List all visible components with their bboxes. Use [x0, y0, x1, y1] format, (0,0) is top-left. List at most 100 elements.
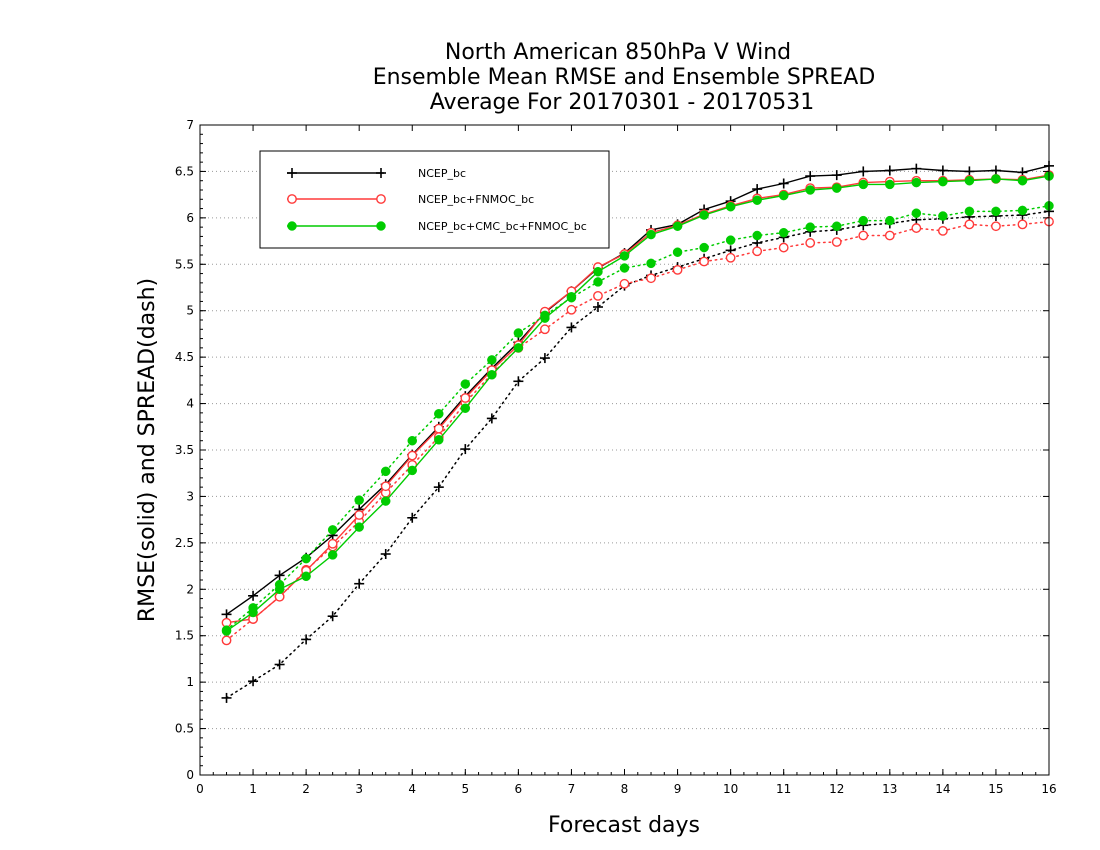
series-3-rmse-point	[805, 185, 815, 195]
series-2-spread-point	[593, 290, 603, 301]
x-tick-label: 12	[829, 782, 844, 796]
series-2-spread-point	[1017, 219, 1028, 230]
series-3-rmse-point	[964, 175, 975, 186]
series-3-rmse-point	[434, 435, 444, 445]
series-2-spread-point	[858, 230, 869, 241]
series-3-rmse-point	[460, 403, 471, 413]
chart-title: North American 850hPa V Wind Ensemble Me…	[373, 40, 876, 115]
series-3-spread-point	[434, 409, 444, 419]
series-1-rmse-point	[778, 178, 789, 189]
legend-marker-end-3	[376, 221, 386, 231]
series-1-spread-point	[301, 634, 312, 645]
series-3-spread-point	[991, 206, 1001, 217]
series-2-spread-point	[991, 221, 1001, 232]
series-3-rmse-point	[778, 190, 789, 201]
series-3-spread-point	[513, 328, 524, 338]
series-3-rmse-point	[487, 370, 497, 380]
series-3-rmse-point	[274, 584, 285, 595]
series-3-spread-point	[938, 211, 948, 221]
x-tick-label: 5	[461, 782, 469, 796]
y-tick-label: 5	[186, 304, 194, 318]
chart-title-line-3: Average For 20170301 - 20170531	[430, 90, 815, 115]
series-3-rmse-point	[752, 195, 762, 205]
series-3-spread-point	[593, 277, 603, 287]
series-1-rmse-point	[248, 590, 259, 601]
series-1-spread-point	[513, 376, 524, 387]
legend-label-3: NCEP_bc+CMC_bc+FNMOC_bc	[418, 220, 587, 233]
series-1-rmse-point	[752, 184, 763, 195]
series-2-rmse-point	[354, 510, 365, 520]
series-3-spread-point	[460, 379, 471, 389]
series-2-spread-point	[911, 223, 922, 233]
y-axis: 0 0.5 1 1.5 2 2.5 3 3.5 4 4.5 5 5.5 6 6.5 7	[175, 118, 1049, 782]
series-1-rmse-point	[990, 165, 1001, 176]
series-3-rmse-point	[354, 522, 364, 532]
series-3-rmse-point	[301, 571, 311, 582]
x-tick-label: 6	[515, 782, 523, 796]
x-tick-label: 1	[249, 782, 257, 796]
series-1-spread-point	[433, 482, 444, 493]
y-tick-label: 2	[186, 582, 194, 596]
series-2-rmse-point	[433, 423, 444, 434]
series-1-rmse-point	[805, 171, 816, 182]
series-2-spread-point	[672, 264, 683, 275]
y-tick-label: 6.5	[175, 164, 194, 178]
series-3-rmse-point	[991, 174, 1001, 184]
x-axis-title: Forecast days	[548, 813, 700, 838]
series-1-rmse-point	[274, 570, 285, 581]
series-1-rmse-point	[911, 163, 922, 174]
x-tick-label: 0	[196, 782, 204, 796]
series-3-spread-point	[885, 215, 895, 226]
series-1-spread-point	[248, 676, 259, 687]
series-2-rmse-point	[327, 538, 338, 549]
y-tick-label: 0	[186, 768, 194, 782]
series-3-spread-point	[672, 247, 683, 257]
series-3-rmse-point	[407, 465, 417, 476]
legend: NCEP_bc NCEP_bc+FNMOC_bc NCEP_bc+CMC_bc+FN…	[259, 150, 610, 249]
y-tick-label: 6	[186, 211, 194, 225]
series-3-spread-point	[354, 495, 364, 505]
legend-marker-end-2	[376, 194, 386, 204]
series-3-rmse-point	[513, 343, 524, 353]
series-3-spread-point	[911, 208, 922, 218]
series-3-rmse-point	[540, 313, 550, 323]
series-1-spread-point	[539, 353, 550, 364]
y-tick-label: 3.5	[175, 443, 194, 457]
series-3-rmse-point	[380, 496, 391, 506]
series-1-spread-line	[225, 210, 1050, 699]
y-tick-label: 0.5	[175, 722, 194, 736]
series-2-rmse-point	[460, 393, 471, 403]
series-3-rmse-point	[858, 179, 869, 190]
series-3-rmse-point	[221, 626, 232, 636]
series-3-rmse-point	[566, 292, 577, 302]
series-2-spread-point	[619, 278, 630, 289]
y-axis-title: RMSE(solid) and SPREAD(dash)	[135, 278, 160, 622]
series-3-spread-point	[699, 242, 709, 253]
x-tick-label: 9	[674, 782, 682, 796]
legend-marker-start-2	[287, 194, 297, 204]
y-tick-label: 7	[186, 118, 194, 132]
series-3-rmse-point	[699, 210, 709, 220]
series-2-spread-point	[884, 230, 895, 241]
series-1-rmse-point	[964, 166, 975, 177]
series-3-spread-point	[858, 215, 869, 226]
series-3-spread-line	[225, 205, 1050, 631]
series-1-rmse-point	[937, 165, 948, 176]
x-tick-label: 15	[988, 782, 1003, 796]
legend-marker-start-1	[287, 168, 297, 178]
legend-label-2: NCEP_bc+FNMOC_bc	[418, 193, 534, 206]
series-1-spread-point	[380, 549, 391, 559]
series-3-rmse-point	[672, 221, 683, 231]
x-tick-label: 4	[408, 782, 416, 796]
plot-series	[221, 160, 1054, 703]
series-2-rmse-point	[407, 450, 418, 461]
series-2-spread-point	[540, 324, 550, 335]
series-1-rmse-point	[858, 166, 869, 177]
y-tick-label: 4	[186, 397, 194, 411]
x-tick-label: 3	[355, 782, 363, 796]
series-3	[221, 171, 1054, 636]
x-tick-label: 11	[776, 782, 791, 796]
legend-marker-end-1	[376, 168, 386, 178]
series-3-spread-point	[301, 553, 311, 564]
